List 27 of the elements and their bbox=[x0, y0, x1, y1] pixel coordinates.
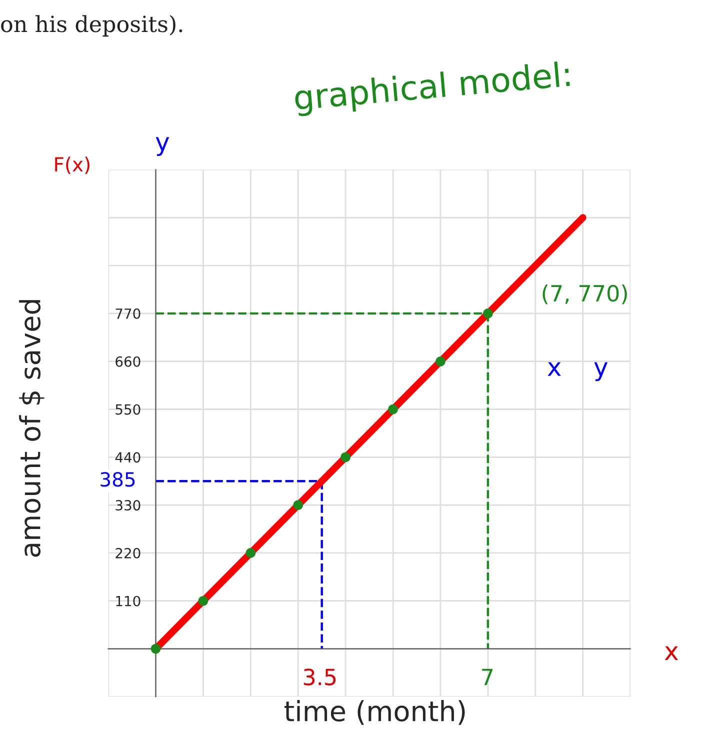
y-tick-label: 550 bbox=[116, 404, 140, 415]
point bbox=[293, 500, 304, 510]
y-tick-label: 440 bbox=[115, 452, 140, 463]
point bbox=[388, 404, 398, 414]
annotation: 3.5 bbox=[304, 668, 336, 686]
y-axis-title: amount of $ saved bbox=[19, 300, 44, 557]
point bbox=[436, 356, 446, 366]
y-tick-label: 770 bbox=[116, 308, 140, 319]
point bbox=[246, 548, 256, 558]
x-axis-title: time (month) bbox=[284, 700, 465, 725]
annotation: 7 bbox=[482, 668, 493, 686]
point bbox=[198, 596, 208, 606]
text: graphical model: bbox=[294, 60, 570, 117]
y-tick-label: 660 bbox=[116, 356, 140, 367]
point bbox=[340, 452, 350, 462]
y-tick-label: 330 bbox=[116, 500, 140, 511]
point bbox=[150, 644, 161, 654]
annotation: (7, 770) bbox=[542, 284, 627, 304]
y-tick-label: 220 bbox=[116, 548, 140, 558]
text: y bbox=[156, 137, 170, 156]
y-tick-label: 110 bbox=[116, 596, 140, 606]
ref-line-label: 385 bbox=[100, 472, 135, 487]
text: on his deposits). bbox=[1, 15, 182, 37]
text: x bbox=[664, 646, 678, 660]
text: F(x) bbox=[55, 156, 90, 174]
point bbox=[483, 308, 493, 318]
annotation: x y bbox=[548, 362, 608, 382]
